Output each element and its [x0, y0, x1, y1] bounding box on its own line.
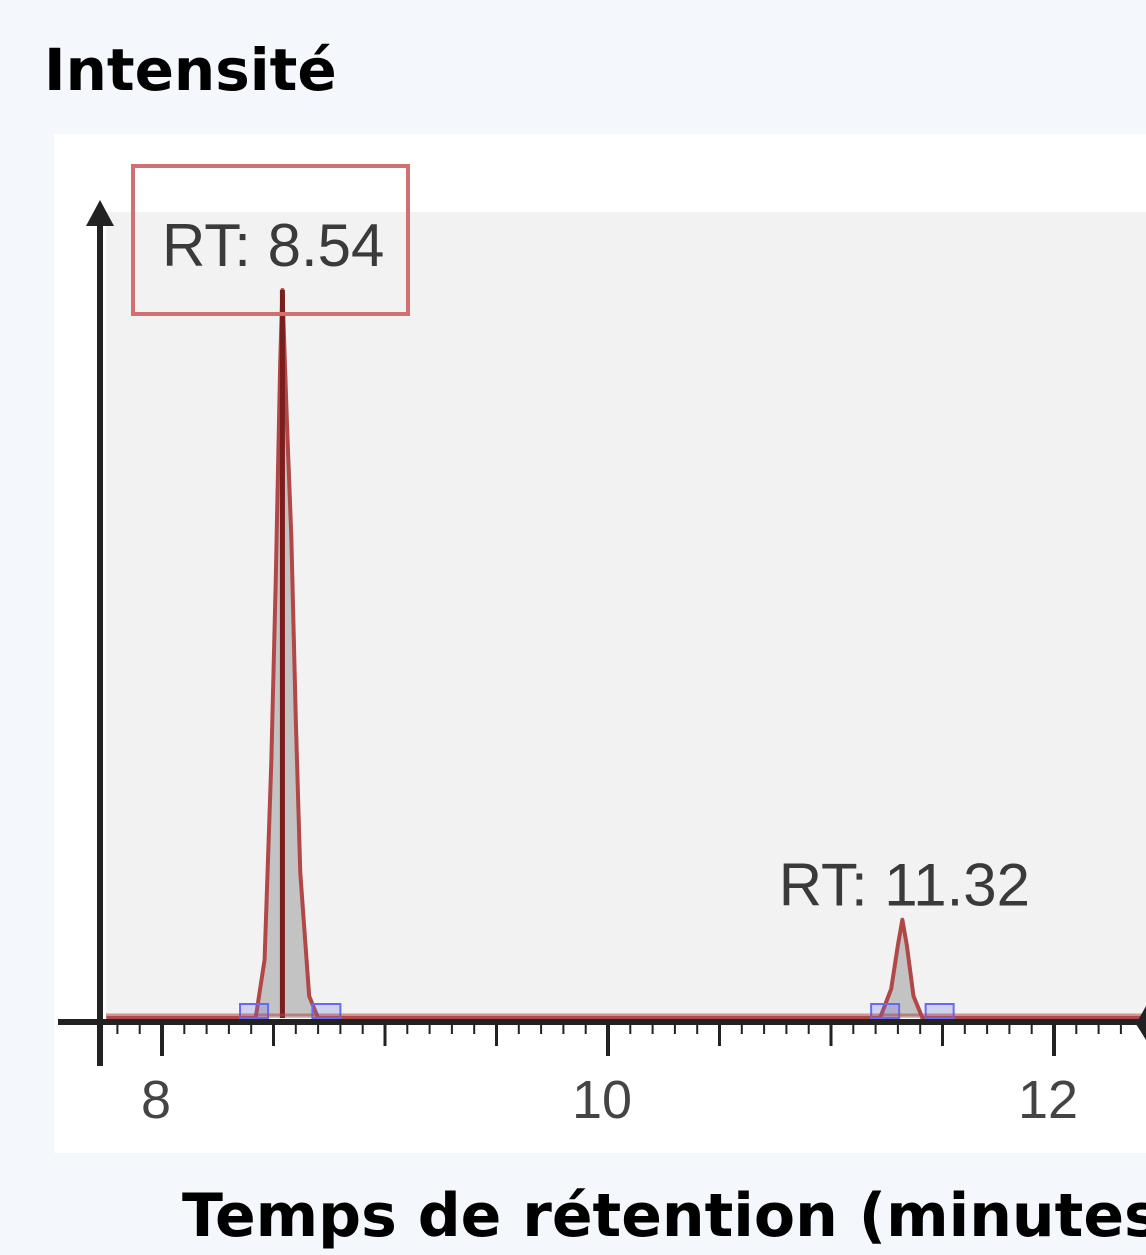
y-axis-arrow: [86, 200, 114, 226]
peak-label-2: RT: 11.32: [779, 852, 1030, 919]
peak-label-1: RT: 8.54: [162, 212, 384, 279]
x-tick-label: 8: [141, 1070, 171, 1130]
peak-fill-1: [255, 290, 319, 1018]
y-axis-title: Intensité: [44, 36, 337, 104]
x-tick-label: 10: [572, 1070, 632, 1130]
peak-label-box: [131, 164, 410, 316]
series-trace: [106, 288, 1146, 1020]
x-tick-label: 12: [1018, 1070, 1078, 1130]
x-axis-title: Temps de rétention (minutes): [182, 1181, 1146, 1251]
